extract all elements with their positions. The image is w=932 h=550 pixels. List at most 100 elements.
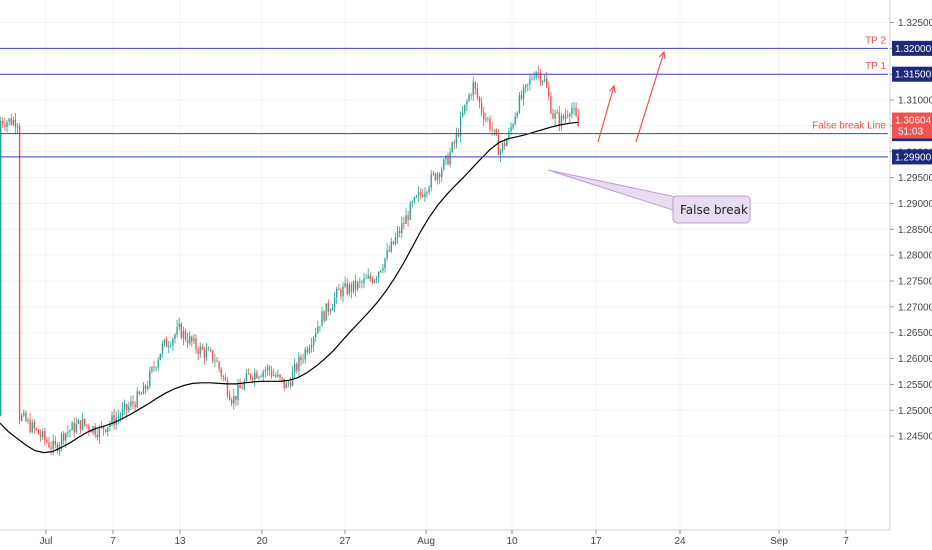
candle-body	[468, 95, 470, 102]
candle-body	[466, 101, 468, 105]
price-axis-tick-label: 1.32500	[898, 18, 932, 29]
horizontal-levels: TP 2 TP 1 False break Line	[0, 35, 888, 158]
candle-body	[84, 418, 86, 425]
candle-body	[88, 425, 90, 431]
candle-body	[407, 215, 409, 220]
candle-body	[111, 415, 113, 424]
candle-body	[193, 338, 195, 342]
candle-body	[434, 173, 437, 181]
candle-body	[186, 339, 189, 344]
candle-body	[69, 430, 71, 432]
price-axis-tick-label: 1.28500	[898, 225, 932, 236]
price-axis-tick-label: 1.26500	[898, 328, 932, 339]
candle-body	[525, 84, 527, 88]
candle-body	[300, 356, 302, 361]
candle-body	[218, 361, 220, 369]
candle-body	[508, 131, 510, 140]
candle-body	[182, 331, 185, 339]
candle-body	[331, 307, 334, 311]
candle-body	[117, 416, 119, 418]
candle-body	[239, 385, 241, 389]
candle-body	[94, 426, 96, 435]
candle-body	[165, 339, 168, 348]
candle-body	[151, 367, 153, 372]
candle-body	[338, 288, 340, 290]
candle-body	[56, 444, 59, 452]
time-axis-tick-label: Jul	[40, 536, 53, 547]
candle-body	[533, 77, 535, 79]
false-break-callout[interactable]	[672, 195, 751, 224]
candle-body	[382, 268, 384, 271]
candle-body	[245, 373, 248, 382]
candle-body	[430, 173, 432, 188]
candle-body	[392, 241, 395, 245]
candle-body	[90, 430, 92, 433]
candle-body	[510, 127, 512, 132]
candle-body	[476, 88, 479, 98]
candle-body	[384, 258, 386, 269]
candle-body	[386, 249, 388, 259]
candle-body	[77, 420, 80, 424]
candle-body	[241, 388, 243, 389]
candle-body	[126, 404, 128, 411]
candle-body	[445, 155, 447, 160]
candle-body	[212, 350, 214, 362]
candle-body	[529, 78, 531, 84]
candle-body	[499, 150, 502, 155]
candle-body	[424, 193, 426, 197]
time-axis[interactable]: Jul 7 13 20 27 Aug 10 17 24 Sep 7	[0, 529, 890, 547]
candle-body	[298, 356, 300, 371]
candle-body	[191, 336, 193, 342]
candle-body	[329, 310, 332, 312]
level-price-tag	[892, 66, 932, 82]
candle-body	[394, 237, 397, 245]
candle-body	[170, 345, 172, 347]
candle-body	[8, 118, 10, 123]
candle-body	[0, 120, 2, 416]
candle-body	[12, 119, 14, 125]
candle-body	[214, 360, 216, 362]
candle-body	[567, 115, 569, 117]
candle-body	[319, 326, 321, 327]
candle-body	[411, 202, 413, 203]
candle-body	[333, 297, 336, 308]
candle-body	[512, 124, 514, 128]
candle-body	[226, 380, 229, 396]
candle-body	[262, 371, 264, 377]
candle-body	[317, 326, 319, 334]
candle-body	[10, 118, 12, 125]
candle-body	[6, 122, 8, 127]
candle-body	[31, 422, 33, 432]
candle-body	[144, 385, 147, 390]
candle-body	[548, 87, 550, 97]
candle-body	[172, 338, 174, 346]
candle-body	[539, 72, 542, 83]
candle-body	[249, 374, 252, 378]
candle-body	[216, 360, 218, 362]
last-price-tag	[892, 112, 932, 139]
target-arrow	[597, 85, 615, 143]
candle-body	[371, 279, 374, 283]
candle-body	[281, 377, 283, 380]
candle-body	[121, 408, 124, 416]
candle-body	[354, 280, 357, 290]
candle-body	[527, 83, 529, 85]
moving-average-line	[0, 121, 579, 454]
candle-body	[438, 173, 441, 178]
candle-body	[113, 415, 115, 425]
candle-body	[550, 96, 552, 114]
candle-body	[342, 286, 344, 297]
candle-body	[222, 375, 224, 378]
time-axis-tick-label: 13	[174, 536, 186, 547]
candle-body	[546, 78, 548, 88]
candle-body	[60, 433, 63, 445]
candle-body	[554, 113, 556, 119]
candle-body	[37, 429, 40, 435]
candle-body	[302, 359, 304, 361]
candle-body	[266, 366, 269, 371]
time-axis-tick-label: Sep	[770, 536, 788, 547]
candle-body	[443, 159, 445, 170]
candle-body	[159, 353, 161, 360]
candle-body	[199, 346, 201, 355]
